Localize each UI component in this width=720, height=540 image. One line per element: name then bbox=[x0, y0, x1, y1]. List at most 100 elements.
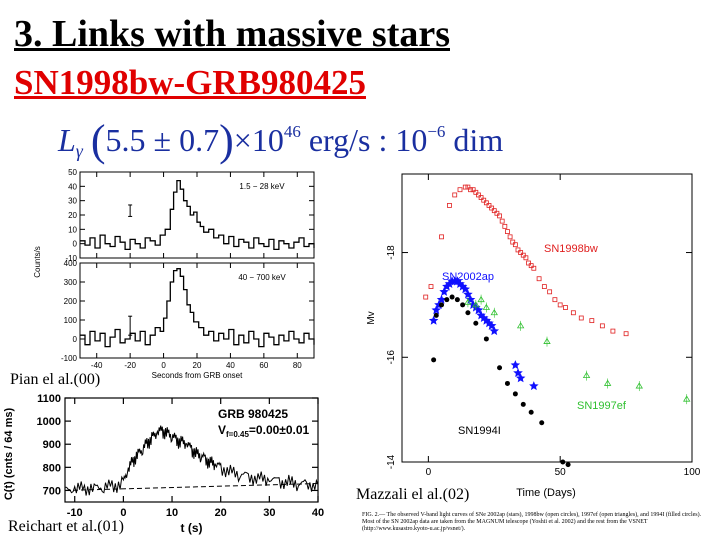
pian-x-tick-label: -20 bbox=[124, 361, 136, 370]
sn2002ap-point bbox=[455, 279, 465, 288]
formula-close-paren: ) bbox=[219, 116, 234, 165]
mazzali-x-axis-label: Time (Days) bbox=[516, 487, 575, 499]
reichart-variability-label: Vf=0.45=0.00±0.01 bbox=[218, 423, 310, 439]
pian-y-tick-label: 100 bbox=[64, 316, 78, 325]
sn1994i-point bbox=[512, 391, 518, 397]
pian-x-tick-label: 0 bbox=[161, 361, 166, 370]
mazzali-x-tick-label: 100 bbox=[684, 467, 701, 478]
sn1998bw-point bbox=[486, 203, 492, 208]
sn1998bw-point bbox=[457, 187, 463, 193]
reichart-x-tick-label: 10 bbox=[166, 507, 178, 519]
sn1998bw-point bbox=[452, 192, 458, 198]
sn1998bw-point bbox=[428, 284, 434, 289]
pian-y-tick-label: 200 bbox=[64, 297, 78, 306]
mazzali-x-tick-label: 50 bbox=[555, 467, 567, 478]
pian-energy-band-label: 1.5 − 28 keV bbox=[239, 182, 285, 191]
reichart-x-axis-label: t (s) bbox=[181, 521, 203, 535]
pian-light-curve bbox=[80, 268, 315, 348]
reichart-frame bbox=[64, 397, 319, 503]
pian-y-tick-label: -100 bbox=[61, 354, 78, 363]
sn2002ap-point bbox=[484, 318, 494, 328]
sn1998bw-point bbox=[510, 239, 516, 245]
sn1998bw-point bbox=[563, 305, 568, 310]
formula-open-paren: ( bbox=[90, 116, 106, 165]
formula-unit: erg/s : bbox=[300, 122, 388, 158]
sn1998bw-point bbox=[465, 184, 471, 190]
sn1994i-point bbox=[473, 320, 479, 326]
reichart-light-curve bbox=[64, 425, 319, 496]
mazzali-figure-caption: FIG. 2.— The observed V-band light curve… bbox=[362, 512, 702, 532]
reichart-x-tick-label: 30 bbox=[263, 507, 275, 519]
formula-value: 5.5 ± 0.7 bbox=[105, 122, 220, 158]
sn1994i-point bbox=[504, 380, 510, 386]
sn2002ap-label: SN2002ap bbox=[442, 271, 494, 283]
sn1998bw-label: SN1998bw bbox=[544, 243, 598, 255]
sn1994i-point bbox=[497, 365, 503, 371]
sn1998bw-point bbox=[497, 213, 502, 219]
sn1998bw-point bbox=[491, 208, 497, 214]
sn1998bw-point bbox=[423, 294, 429, 300]
sn1998bw-point bbox=[610, 328, 616, 334]
pian-x-tick-label: -40 bbox=[91, 361, 103, 370]
sn2002ap-point bbox=[428, 315, 439, 325]
reichart-y-tick-label: 1100 bbox=[37, 393, 61, 405]
sn1998bw-point bbox=[518, 250, 524, 255]
reichart-y-tick-label: 1000 bbox=[37, 416, 61, 428]
reichart-grb-label: GRB 980425 bbox=[218, 407, 288, 421]
sn1998bw-point bbox=[476, 192, 481, 198]
sn1998bw-point bbox=[468, 187, 473, 193]
sn1998bw-point bbox=[520, 252, 526, 258]
sn1994i-point bbox=[528, 409, 534, 415]
sn1998bw-point bbox=[536, 276, 542, 282]
mazzali-frame bbox=[401, 173, 693, 463]
reichart-y-tick-label: 800 bbox=[43, 462, 61, 474]
sn1998bw-point bbox=[481, 197, 487, 203]
sn1998bw-point bbox=[557, 302, 563, 308]
sn1998bw-point bbox=[547, 289, 553, 295]
pian-y-tick-label: 300 bbox=[64, 278, 78, 287]
sn1998bw-point bbox=[570, 310, 576, 316]
sn1998bw-point bbox=[439, 234, 444, 240]
pian-x-axis-label: Seconds from GRB onset bbox=[152, 371, 243, 380]
luminosity-formula: Lγ (5.5 ± 0.7)×1046 erg/s : 10−6 dim bbox=[58, 112, 503, 171]
formula-rhs-unit: dim bbox=[445, 122, 504, 158]
sn1998bw-point bbox=[470, 187, 476, 193]
reichart-x-tick-label: 20 bbox=[215, 507, 227, 519]
sn1998bw-point bbox=[599, 323, 605, 329]
sn1998bw-point bbox=[502, 223, 508, 229]
sn1998bw-point bbox=[447, 203, 452, 208]
sn1998bw-point bbox=[541, 284, 547, 289]
sn1994i-point bbox=[433, 312, 439, 318]
reichart-light-curve-figure: 700 800 900 1000 1100 -10 0 10 20 30 40 GRB 980425 V… bbox=[3, 393, 324, 535]
formula-rhs: 10 bbox=[395, 122, 428, 158]
sn1998bw-point bbox=[473, 189, 479, 195]
sn1994i-point bbox=[483, 336, 489, 342]
reichart-x-tick-label: -10 bbox=[67, 507, 83, 519]
pian-x-tick-label: 40 bbox=[226, 361, 235, 370]
sn2002ap-point bbox=[510, 360, 521, 370]
reichart-baseline bbox=[64, 483, 319, 491]
reichart-x-tick-label: 0 bbox=[120, 507, 126, 519]
sn1998bw-point bbox=[515, 247, 521, 253]
reichart-variability-subscript: f=0.45 bbox=[226, 430, 249, 439]
sn2002ap-point bbox=[513, 368, 523, 377]
sn2002ap-point bbox=[439, 286, 449, 296]
sn1997ef-label: SN1997ef bbox=[577, 400, 627, 412]
sn1998bw-point bbox=[523, 255, 529, 261]
sn1998bw-point bbox=[552, 297, 558, 303]
sn1994i-point bbox=[565, 462, 571, 468]
reichart-variability-symbol: V bbox=[218, 423, 226, 437]
sn1994i-label: SN1994I bbox=[458, 425, 501, 437]
sn1998bw-point bbox=[507, 234, 513, 240]
sn1998bw-point bbox=[589, 318, 595, 324]
formula-times: ×10 bbox=[233, 122, 284, 158]
sn1994i-point bbox=[449, 294, 455, 300]
sn1994i-point bbox=[460, 302, 466, 308]
pian-x-tick-label: 60 bbox=[259, 361, 268, 370]
pian-y-tick-label: -10 bbox=[65, 254, 77, 263]
sn2002ap-point bbox=[489, 326, 499, 336]
mazzali-y-tick-label: -18 bbox=[386, 245, 397, 260]
mazzali-citation: Mazzali el al.(02) bbox=[356, 486, 470, 503]
sn1994i-point bbox=[431, 357, 437, 363]
